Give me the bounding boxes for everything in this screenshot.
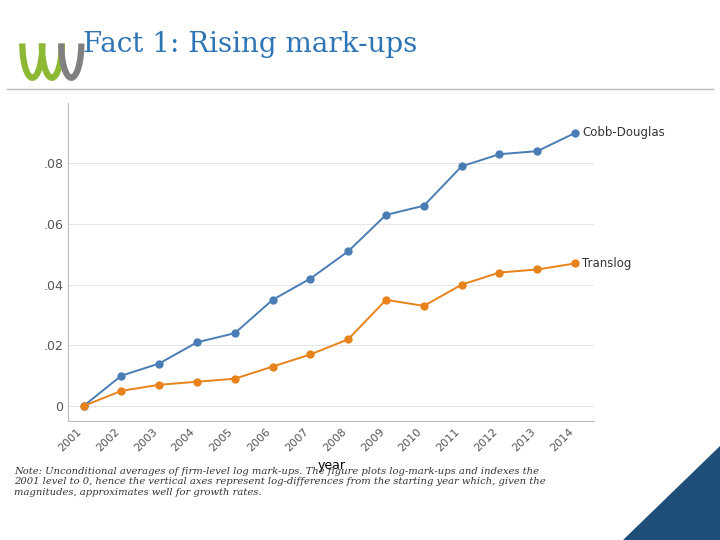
Polygon shape [623,446,720,540]
Text: Note: Unconditional averages of firm-level log mark-ups. The figure plots log-ma: Note: Unconditional averages of firm-lev… [14,467,546,497]
Text: Cobb-Douglas: Cobb-Douglas [582,126,665,139]
Text: Fact 1: Rising mark-ups: Fact 1: Rising mark-ups [83,31,417,58]
Text: Translog: Translog [582,257,631,270]
X-axis label: year: year [318,458,345,471]
